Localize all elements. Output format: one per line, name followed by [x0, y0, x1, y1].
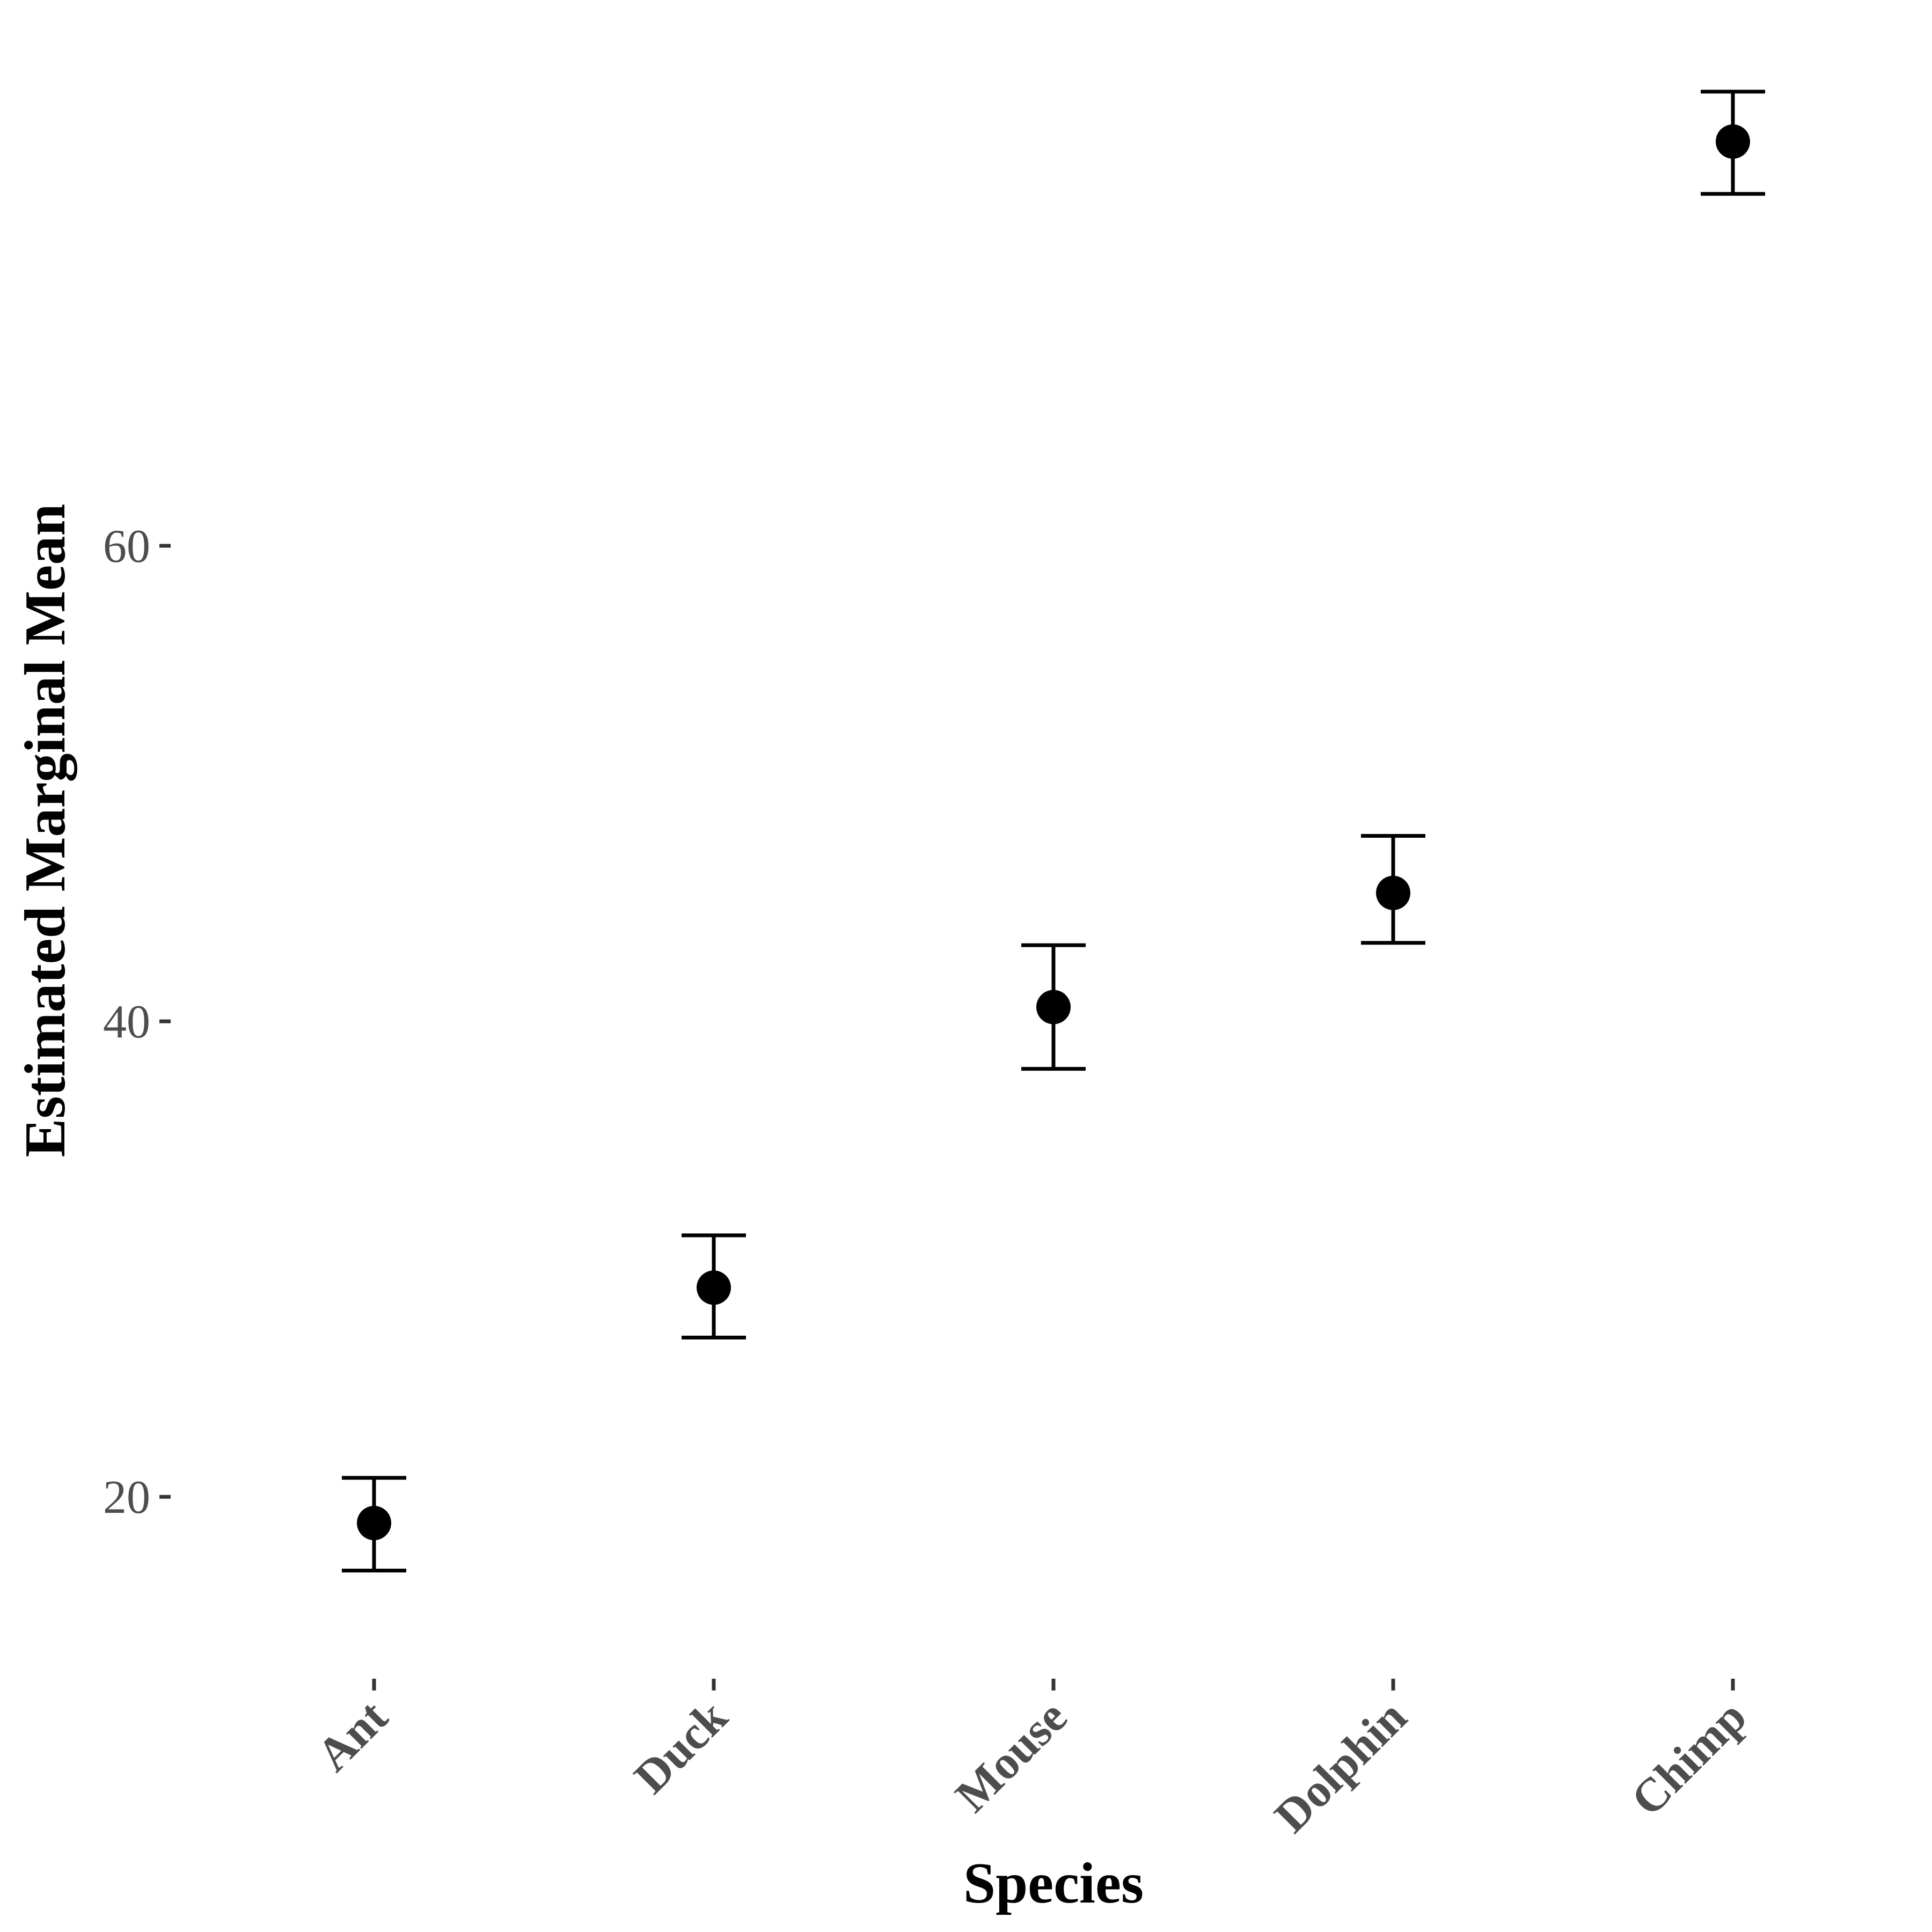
y-tick-label-40: 40 [103, 996, 150, 1048]
y-axis-title: Estimated Marginal Mean [13, 504, 77, 1158]
x-axis-title: Species [963, 1851, 1144, 1915]
x-tick-label-chimp: Chimp [1621, 1691, 1757, 1826]
y-tick-label-20: 20 [103, 1472, 150, 1524]
x-axis: Ant Duck Mouse Dolphin Chimp [307, 1679, 1757, 1843]
x-tick-label-ant: Ant [307, 1691, 398, 1782]
y-tick-label-60: 60 [103, 521, 150, 573]
data-point-duck [697, 1270, 731, 1305]
x-tick-label-duck: Duck [625, 1691, 737, 1804]
x-tick-label-mouse: Mouse [946, 1691, 1077, 1823]
data-points [357, 124, 1750, 1540]
data-point-chimp [1716, 124, 1750, 159]
x-tick-label-dolphin: Dolphin [1265, 1691, 1417, 1843]
data-point-mouse [1036, 990, 1071, 1024]
data-point-ant [357, 1505, 391, 1540]
data-point-dolphin [1376, 875, 1410, 910]
error-bars [342, 90, 1765, 1573]
y-axis: 20 40 60 [103, 521, 171, 1524]
